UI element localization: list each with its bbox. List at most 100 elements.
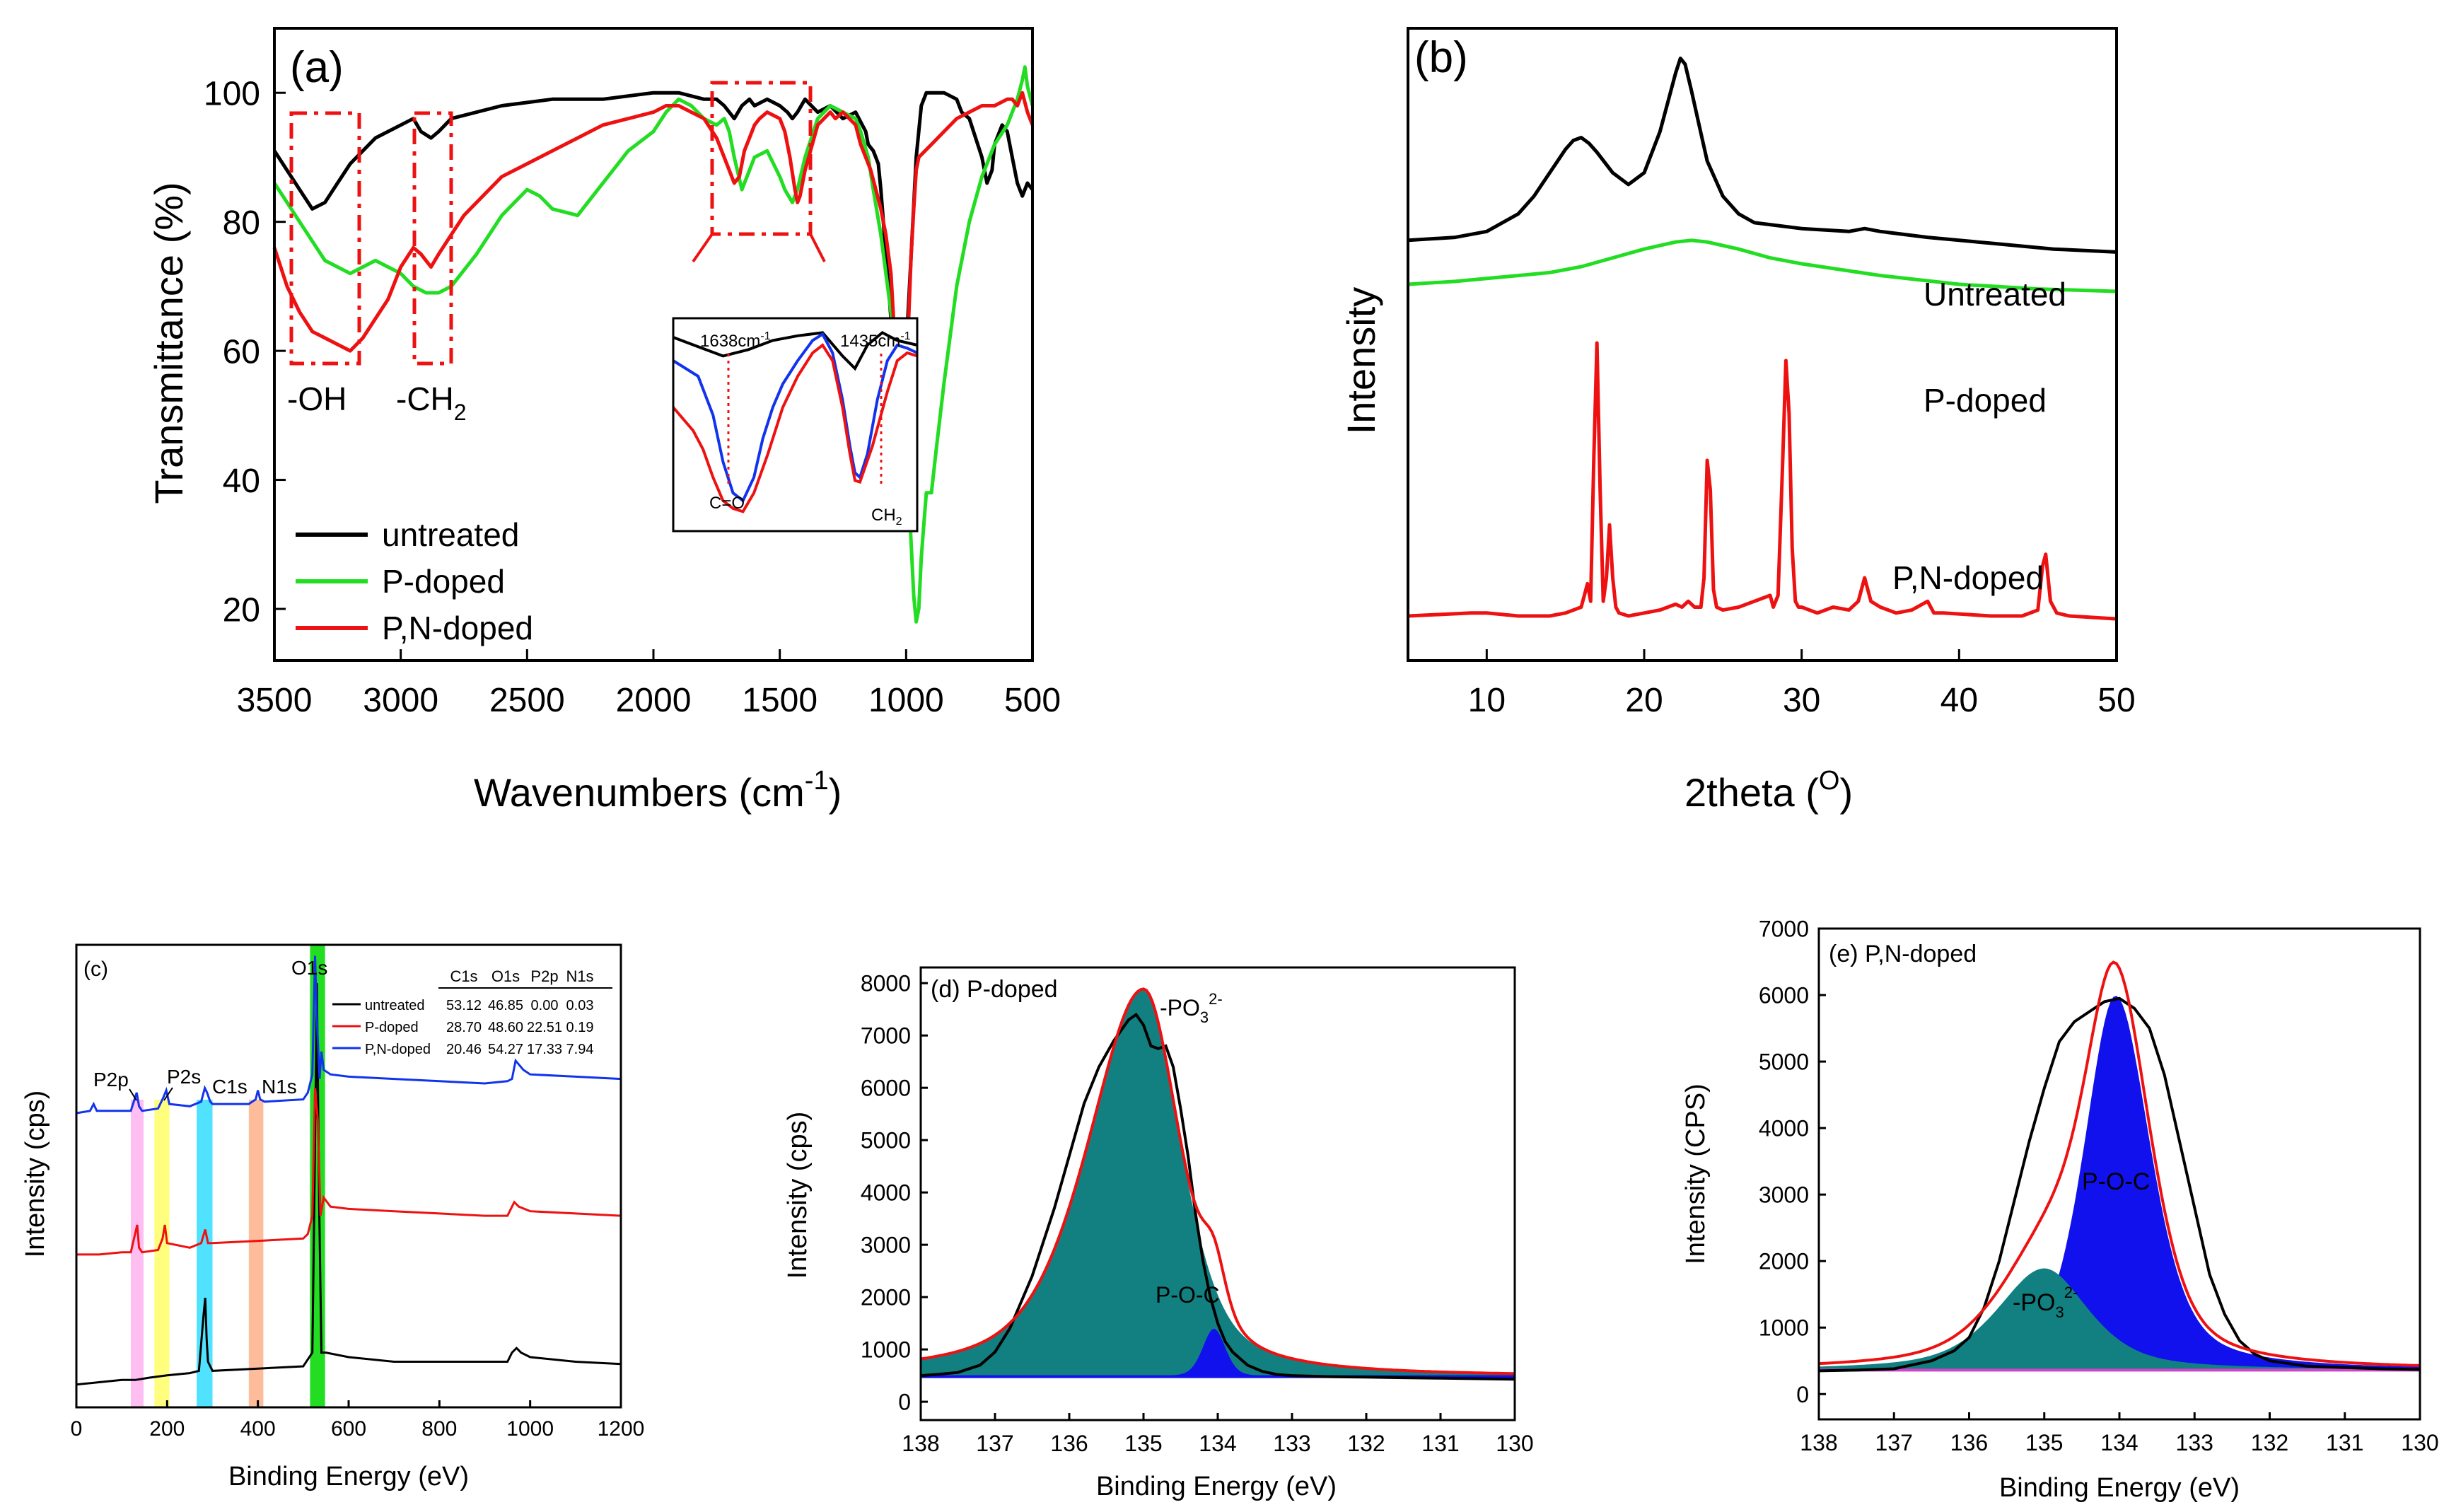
x-tick-label-137: 137 [1875, 1430, 1913, 1455]
y-axis-title: Intensity (cps) [783, 1112, 813, 1279]
table-cell: 53.12 [446, 998, 482, 1013]
p2s-arrow [163, 1087, 173, 1101]
x-tick-label-600: 600 [331, 1417, 366, 1441]
y-tick-label-0: 0 [1796, 1382, 1809, 1407]
y-tick-label-1000: 1000 [1759, 1315, 1809, 1341]
series-line-untreated [76, 983, 622, 1386]
series-label-pn-doped: P,N-doped [1892, 559, 2044, 596]
y-tick-label-20: 20 [223, 591, 260, 629]
x-tick-label-133: 133 [1273, 1431, 1310, 1456]
y-tick-label-2000: 2000 [861, 1285, 911, 1310]
table-cell: 28.70 [446, 1020, 482, 1035]
y-tick-label-100: 100 [204, 76, 260, 113]
table-row-label-p-n-doped: P,N-doped [365, 1042, 431, 1057]
peak-label-poc: P-O-C [2082, 1168, 2150, 1195]
x-tick-label-20: 20 [1625, 682, 1663, 719]
table-cell: 17.33 [527, 1042, 562, 1057]
x-tick-label-800: 800 [421, 1417, 457, 1441]
band-c1s [197, 1100, 213, 1407]
x-tick-label-130: 130 [2401, 1430, 2438, 1455]
y-tick-label-4000: 4000 [861, 1180, 911, 1206]
legend-label-p-doped: P-doped [382, 563, 505, 600]
series-line-p-n-doped [1407, 341, 2117, 621]
legend-label-untreated: untreated [382, 516, 519, 553]
y-tick-label-40: 40 [223, 463, 260, 500]
band-n1s [248, 1100, 264, 1407]
band-label-n1s: N1s [262, 1076, 297, 1098]
band-label-o1s: O1s [291, 957, 327, 979]
y-axis-title: Intensity (cps) [21, 1091, 50, 1258]
envelope-line [920, 987, 1515, 1376]
y-tick-label-6000: 6000 [861, 1076, 911, 1101]
y-tick-label-6000: 6000 [1759, 983, 1809, 1008]
y-tick-label-1000: 1000 [861, 1337, 911, 1363]
table-cell: 0.03 [566, 998, 594, 1013]
table-cell: 22.51 [527, 1020, 562, 1035]
x-tick-label-30: 30 [1783, 682, 1820, 719]
x-tick-label-136: 136 [1950, 1430, 1988, 1455]
legend: untreated P-doped P,N-doped [296, 516, 533, 646]
x-tick-label-200: 200 [149, 1417, 185, 1441]
panel-label: (b) [1414, 33, 1468, 82]
table-cell: 0.00 [531, 998, 559, 1013]
ch2-label: -CH2 [396, 380, 467, 425]
inset-label-1638: 1638cm-1 [700, 330, 771, 351]
band-p2p [131, 1100, 144, 1407]
x-tick-label-130: 130 [1496, 1431, 1533, 1456]
table-cell: 48.60 [488, 1020, 523, 1035]
series-line-p-n-doped [272, 91, 1035, 417]
x-tick-label-134: 134 [2100, 1430, 2138, 1455]
x-tick-label-132: 132 [2251, 1430, 2288, 1455]
carbonyl-box [710, 81, 813, 236]
panel-d: 138 137 136 135 134 133 132 131 130 0 1000 2000 3000… [783, 966, 1534, 1501]
y-tick-label-60: 60 [223, 333, 260, 371]
inset-label-1435: 1435cm-1 [840, 330, 911, 351]
y-tick-label-80: 80 [223, 204, 260, 242]
panel-label: (d) P-doped [931, 976, 1058, 1003]
x-tick-label-40: 40 [1940, 682, 1978, 719]
x-tick-label-135: 135 [2025, 1430, 2063, 1455]
oh-box [289, 111, 361, 366]
peak-label-po3: -PO32- [2013, 1284, 2078, 1321]
y-tick-label-5000: 5000 [1759, 1049, 1809, 1075]
y-axis-title: Intensity (CPS) [1681, 1083, 1711, 1264]
panel-label: (a) [290, 43, 344, 92]
x-tick-label-131: 131 [1421, 1431, 1459, 1456]
x-axis-title: Wavenumbers (cm-1) [474, 766, 842, 815]
series-line-p-doped [1407, 238, 2117, 293]
x-tick-label-1200: 1200 [598, 1417, 645, 1441]
peak-label-poc: P-O-C [1156, 1282, 1220, 1308]
series-label-p-doped: P-doped [1924, 382, 2047, 419]
y-tick-label-7000: 7000 [1759, 917, 1809, 942]
peak-fill-po3 [921, 989, 1515, 1377]
zoom-line-right [809, 233, 826, 262]
legend-label-pn-doped: P,N-doped [382, 610, 533, 646]
series-line-untreated [272, 91, 1034, 366]
x-tick-label-133: 133 [2176, 1430, 2213, 1455]
band-label-c1s: C1s [212, 1076, 248, 1098]
x-tick-label-2500: 2500 [489, 682, 565, 719]
table-cell: 20.46 [446, 1042, 482, 1057]
raw-data-line [1818, 996, 2421, 1373]
inset-label-co: C=O [709, 494, 745, 513]
panel-label: (c) [83, 958, 108, 981]
y-axis-title: Transmittance (%) [146, 182, 191, 504]
table-header-n1s: N1s [566, 967, 593, 985]
raw-data-line [920, 1012, 1515, 1381]
panel-b: 10 20 30 40 50 (b) Untreated P-doped P,N-dop… [1339, 27, 2136, 815]
x-tick-label-138: 138 [902, 1431, 939, 1456]
ch2-box [412, 111, 453, 366]
band-label-p2s: P2s [167, 1066, 201, 1088]
x-tick-label-138: 138 [1800, 1430, 1837, 1455]
x-axis-title: Binding Energy (eV) [228, 1462, 469, 1491]
x-tick-label-50: 50 [2097, 682, 2135, 719]
x-tick-label-132: 132 [1347, 1431, 1385, 1456]
zoom-line-left [692, 233, 714, 263]
y-tick-label-3000: 3000 [861, 1233, 911, 1258]
series-line-untreated [1407, 57, 2117, 254]
y-axis-title: Intensity [1339, 287, 1383, 435]
x-tick-label-1000: 1000 [868, 682, 944, 719]
x-axis-title: 2theta (O) [1684, 766, 1853, 815]
y-tick-label-0: 0 [898, 1390, 911, 1415]
table-header-c1s: C1s [450, 967, 477, 985]
